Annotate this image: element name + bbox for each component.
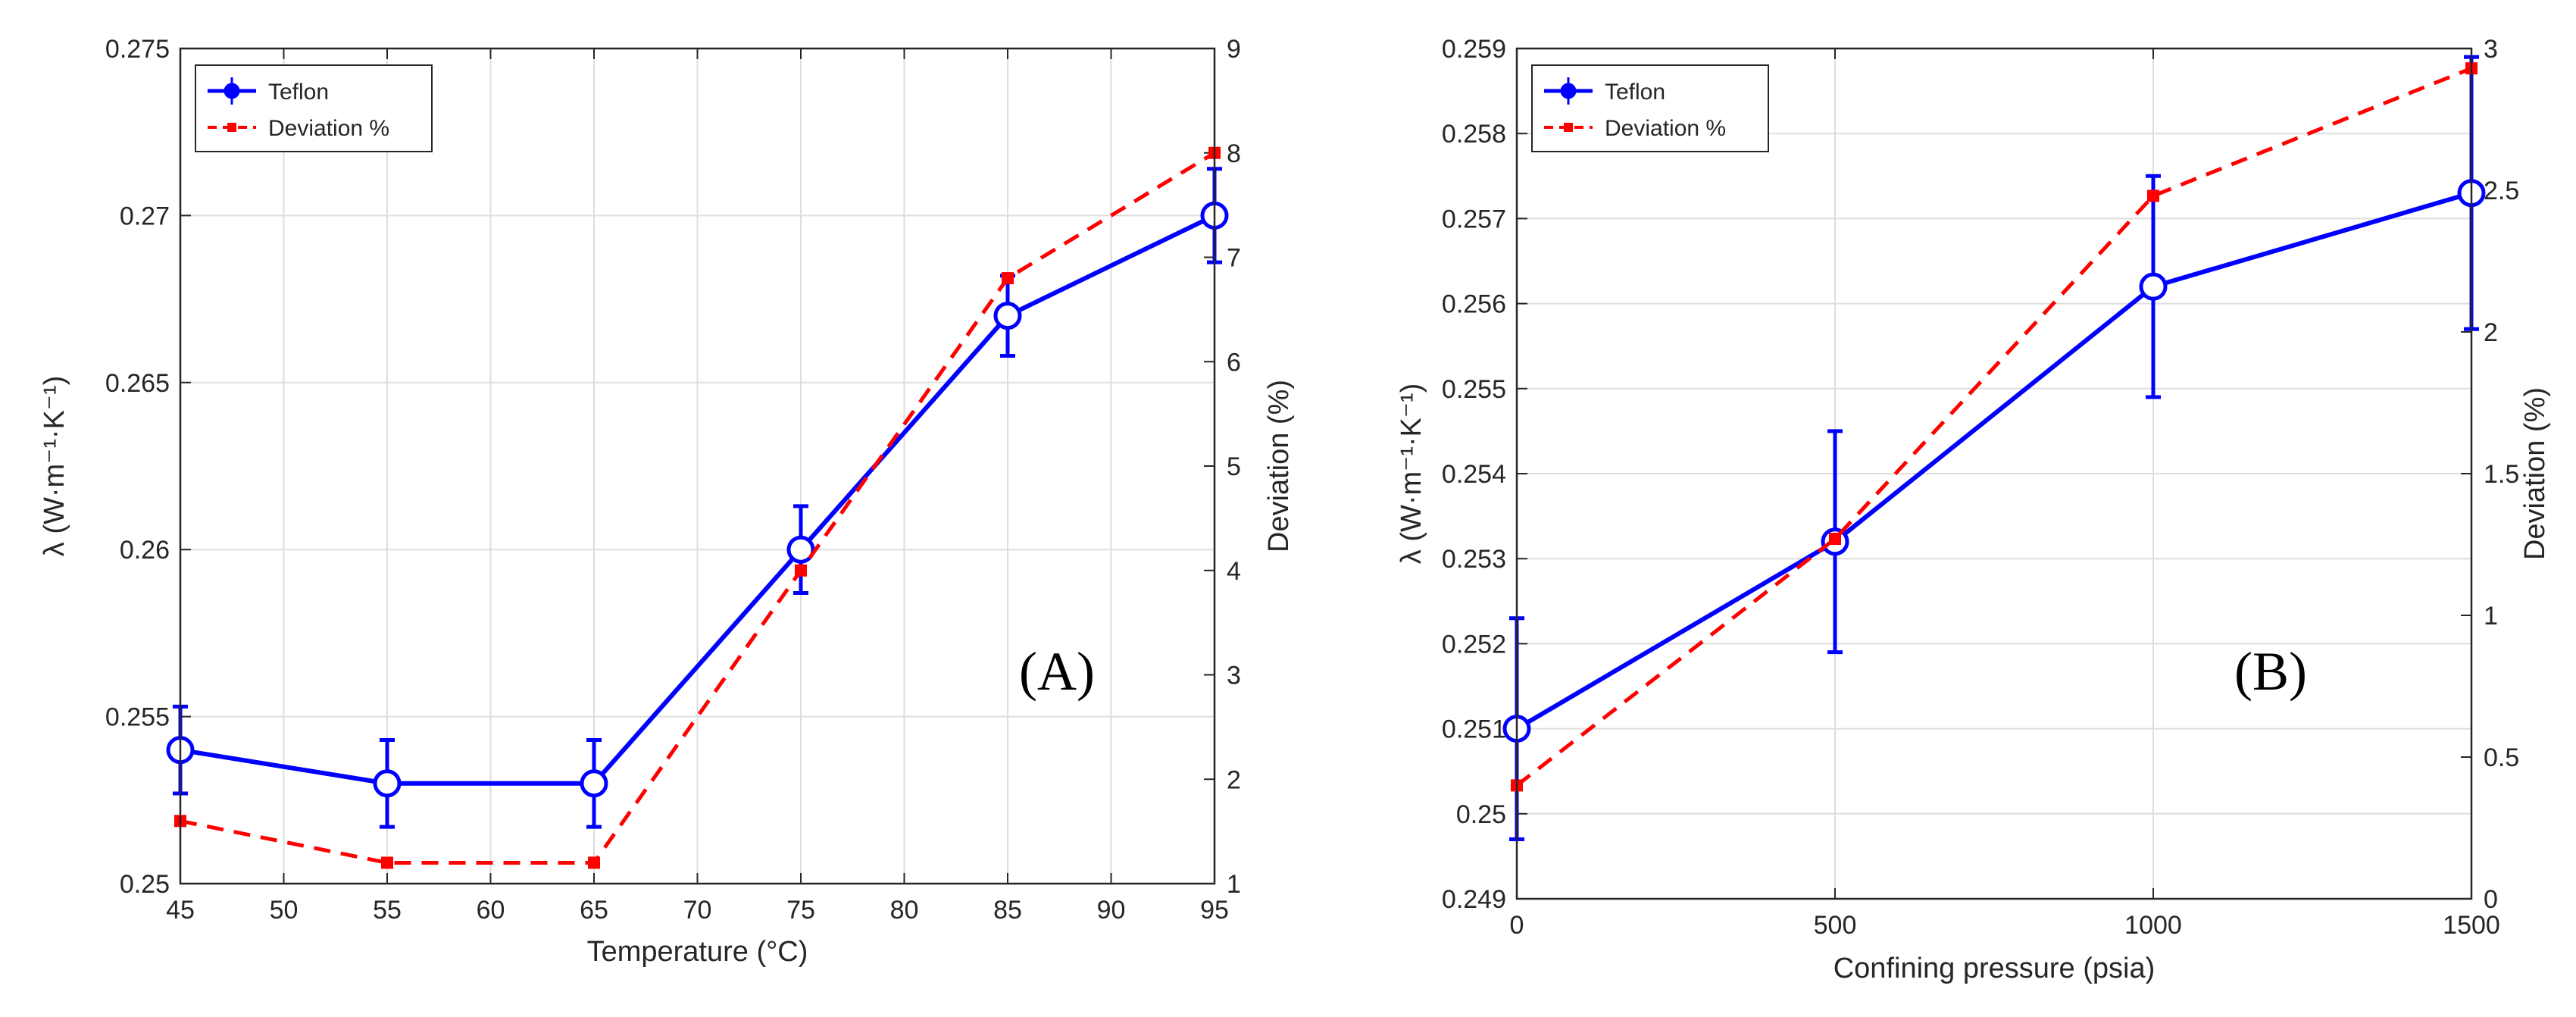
deviation-point	[1002, 272, 1014, 285]
y-right-tick-label: 3	[2484, 35, 2498, 64]
x-tick-label: 50	[270, 896, 299, 925]
y-left-tick-label: 0.254	[1442, 460, 1506, 489]
deviation-point	[381, 856, 393, 869]
x-tick-label: 70	[683, 896, 712, 925]
series-line-deviation	[1515, 66, 2472, 787]
x-tick-label: 45	[166, 896, 195, 925]
y-left-tick-label: 0.257	[1442, 205, 1506, 233]
x-tick-label: 65	[580, 896, 608, 925]
teflon-point	[580, 769, 608, 798]
teflon-point	[373, 769, 402, 798]
x-axis-label: Temperature (°C)	[587, 936, 808, 968]
y-left-tick-label: 0.25	[120, 870, 170, 899]
y-right-tick-label: 0	[2484, 885, 2498, 914]
y-left-tick-label: 0.249	[1442, 885, 1506, 914]
deviation-point	[795, 564, 807, 577]
x-tick-label: 1500	[2443, 911, 2500, 940]
x-tick-label: 500	[1814, 911, 1857, 940]
panel-label: (A)	[1019, 641, 1095, 702]
y-right-tick-label: 7	[1227, 244, 1241, 273]
legend-label: Teflon	[268, 80, 329, 105]
y-left-tick-label: 0.255	[105, 703, 170, 732]
x-tick-label: 85	[993, 896, 1022, 925]
y-left-tick-label: 0.251	[1442, 715, 1506, 744]
legend-box	[195, 64, 433, 152]
x-tick-label: 55	[373, 896, 402, 925]
y-right-tick-label: 6	[1227, 348, 1241, 377]
y-right-axis-label: Deviation (%)	[1263, 380, 1295, 552]
y-right-tick-label: 4	[1227, 557, 1241, 586]
x-tick-label: 90	[1097, 896, 1126, 925]
x-tick-label: 0	[1510, 911, 1524, 940]
y-left-tick-label: 0.265	[105, 369, 170, 398]
y-right-tick-label: 8	[1227, 139, 1241, 168]
y-right-tick-label: 2	[2484, 318, 2498, 347]
y-right-tick-label: 3	[1227, 662, 1241, 690]
x-tick-label: 80	[890, 896, 919, 925]
y-left-tick-label: 0.259	[1442, 35, 1506, 64]
legend-label: Teflon	[1605, 80, 1665, 105]
y-left-tick-label: 0.253	[1442, 545, 1506, 574]
legend-label: Deviation %	[1605, 116, 1726, 141]
y-left-tick-label: 0.275	[105, 35, 170, 64]
deviation-point	[1829, 533, 1841, 546]
legend-label: Deviation %	[268, 116, 389, 141]
y-left-tick-label: 0.25	[1456, 800, 1506, 829]
series-line-deviation	[180, 151, 1216, 865]
y-right-tick-label: 0.5	[2484, 743, 2519, 772]
teflon-point	[2139, 272, 2168, 301]
axes-frame	[1515, 47, 2473, 900]
legend-box	[1531, 64, 1769, 152]
y-right-tick-label: 5	[1227, 452, 1241, 481]
y-left-tick-label: 0.255	[1442, 375, 1506, 404]
y-left-tick-label: 0.252	[1442, 630, 1506, 659]
x-axis-label: Confining pressure (psia)	[1834, 953, 2156, 984]
x-tick-label: 95	[1200, 896, 1229, 925]
chart-b: 0 500 1000 1500 0.249 0.25 0.251 0.252 0.253 0.25…	[1396, 35, 2551, 984]
teflon-point	[993, 302, 1022, 330]
axes-frame	[179, 47, 1216, 885]
teflon-point	[786, 535, 815, 564]
y-right-tick-label: 1.5	[2484, 460, 2519, 489]
x-tick-label: 60	[477, 896, 505, 925]
series-line-teflon	[1515, 190, 2472, 731]
chart-a: 45 50 55 60 65 70 75 80 85 90 950.250.2550.260.265…	[39, 35, 1295, 968]
y-left-axis-label: λ (W·m⁻¹·K⁻¹)	[1396, 383, 1427, 564]
panel-label: (B)	[2234, 641, 2307, 702]
y-right-tick-label: 9	[1227, 35, 1241, 64]
y-right-axis-label: Deviation (%)	[2519, 387, 2551, 560]
y-left-tick-label: 0.258	[1442, 120, 1506, 149]
legend-marker	[1564, 123, 1573, 132]
deviation-point	[2147, 189, 2159, 202]
y-right-tick-label: 2.5	[2484, 177, 2519, 205]
x-tick-label: 1000	[2124, 911, 2182, 940]
y-left-tick-label: 0.27	[120, 202, 170, 230]
y-right-tick-label: 1	[2484, 602, 2498, 631]
y-right-tick-label: 2	[1227, 765, 1241, 794]
y-left-axis-label: λ (W·m⁻¹·K⁻¹)	[39, 376, 70, 556]
y-left-tick-label: 0.256	[1442, 290, 1506, 319]
legend-marker	[227, 123, 236, 132]
x-tick-label: 75	[786, 896, 815, 925]
y-right-tick-label: 1	[1227, 870, 1241, 899]
deviation-point	[588, 856, 600, 869]
y-left-tick-label: 0.26	[120, 536, 170, 565]
series-line-teflon	[180, 213, 1216, 786]
